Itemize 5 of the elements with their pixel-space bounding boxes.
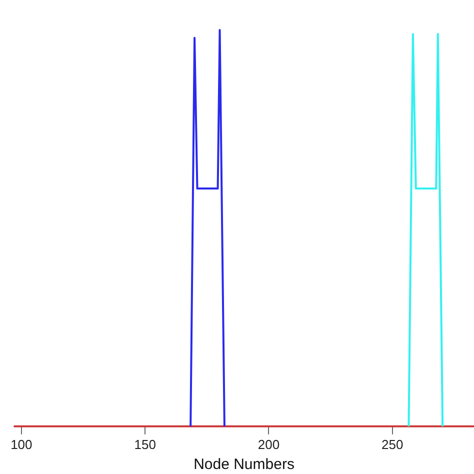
x-tick-label: 100 — [10, 436, 32, 452]
x-tick-label: 200 — [258, 436, 280, 452]
x-axis-title: Node Numbers — [194, 456, 294, 474]
x-tick-label: 250 — [382, 436, 404, 452]
x-tick-label: 150 — [134, 436, 156, 452]
